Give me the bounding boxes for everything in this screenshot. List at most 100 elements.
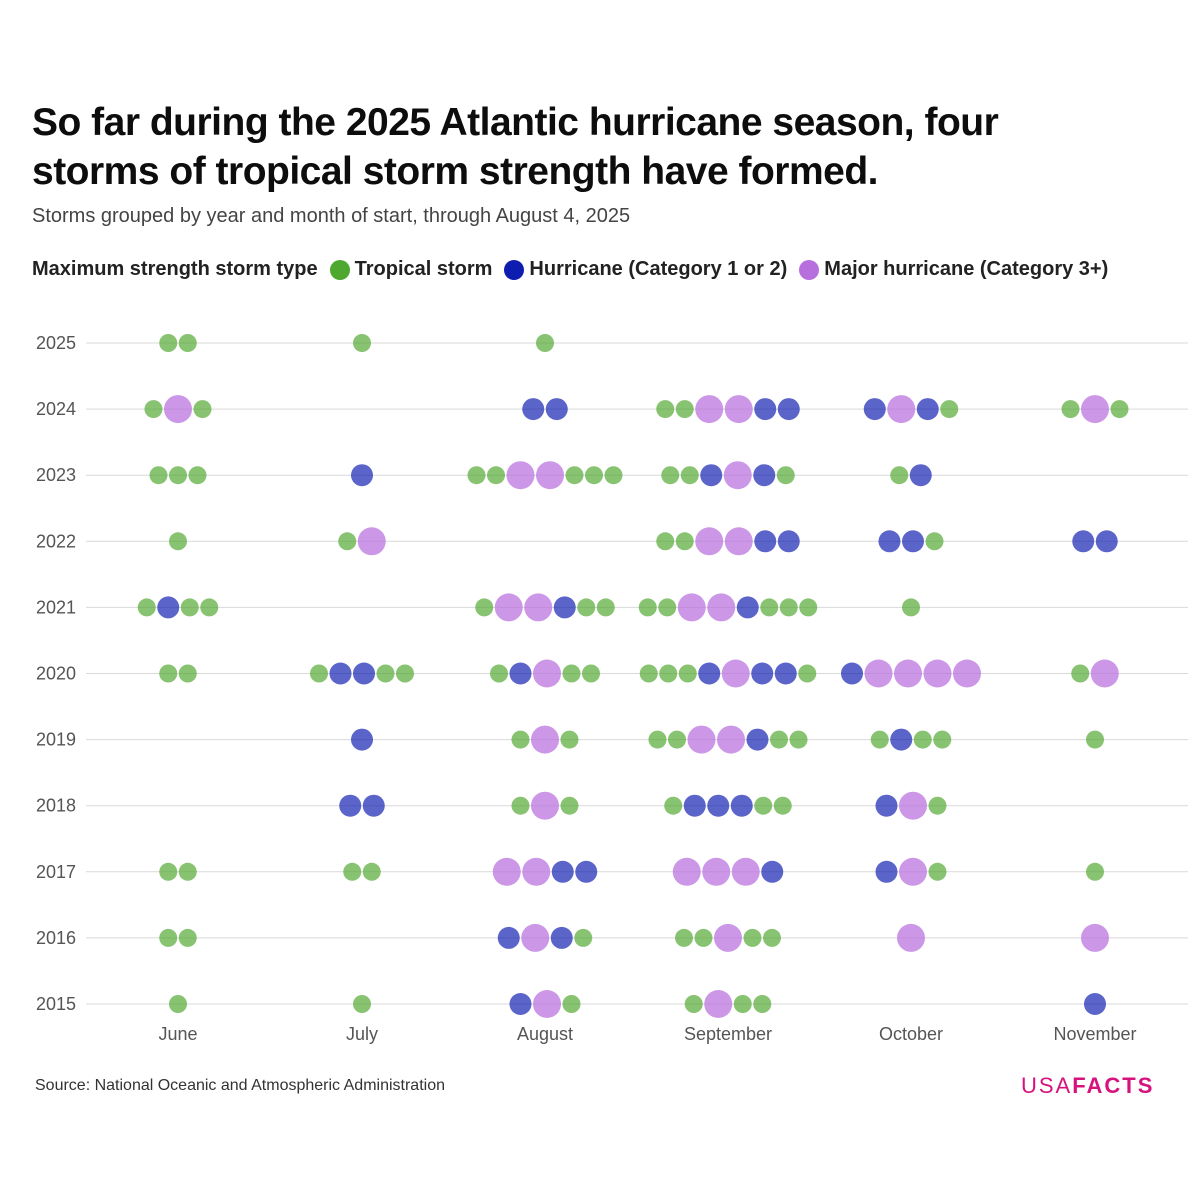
legend-label-hurricane: Hurricane (Category 1 or 2) [529,258,788,280]
storm-dot-major-hurricane [704,990,733,1018]
storm-dot-tropical-storm [675,532,694,551]
y-tick-label-2015: 2015 [36,994,76,1014]
storm-dot-hurricane [707,794,730,817]
storm-dot-tropical-storm [733,995,752,1013]
y-tick-label-2016: 2016 [36,928,76,948]
storm-dot-major-hurricane [536,461,564,490]
storm-dot-hurricane [351,728,373,751]
storm-dot-tropical-storm [675,928,693,947]
storm-dot-major-hurricane [695,395,724,424]
storm-dot-tropical-storm [776,466,795,485]
storm-dot-tropical-storm [770,730,788,749]
legend-item-major-hurricane: Major hurricane (Category 3+) [799,258,1108,281]
storm-dot-tropical-storm [596,598,615,617]
storm-dot-hurricane [875,860,898,883]
storm-dot-hurricane [551,860,574,883]
storm-dot-hurricane [1084,993,1106,1015]
storm-dot-tropical-storm [396,664,414,683]
logo-usa-text: USA [1021,1073,1073,1098]
storm-dot-hurricane [545,398,568,421]
x-tick-label-june: June [158,1024,197,1044]
storm-dot-tropical-storm [940,400,959,419]
storm-dot-tropical-storm [753,995,772,1013]
storm-dot-hurricane [841,662,863,685]
storm-dot-major-hurricane [724,395,753,424]
storm-dot-major-hurricane [506,461,535,490]
storm-dot-tropical-storm [574,928,593,947]
storm-dot-tropical-storm [763,928,781,947]
storm-dot-tropical-storm [779,598,798,617]
storm-dot-hurricane [902,530,924,553]
storm-dot-hurricane [575,860,598,883]
storm-dot-major-hurricane [672,857,701,886]
storm-dot-major-hurricane [492,857,521,886]
storm-dot-tropical-storm [487,466,505,485]
storm-dot-major-hurricane [702,857,731,886]
storm-dot-major-hurricane [357,527,386,556]
storm-dot-tropical-storm [604,466,623,485]
storm-dot-tropical-storm [144,400,163,419]
storm-dot-tropical-storm [193,400,212,419]
y-tick-label-2018: 2018 [36,796,76,816]
storm-dot-tropical-storm [789,730,808,749]
storm-dot-tropical-storm [353,995,371,1013]
storm-dot-major-hurricane [695,527,724,556]
storm-dot-tropical-storm [659,664,678,683]
storm-dot-hurricane [761,860,784,883]
legend-dot-hurricane [504,259,525,280]
storm-dot-hurricane [754,530,777,553]
storm-dot-tropical-storm [159,928,178,947]
logo-facts-text: FACTS [1072,1073,1155,1098]
storm-dot-tropical-storm [178,862,197,881]
storm-dot-hurricane [509,662,532,685]
storm-dot-tropical-storm [870,730,889,749]
storm-dot-major-hurricane [724,527,753,556]
storm-dot-tropical-storm [913,730,932,749]
storm-dot-hurricane [774,662,797,685]
source-note: Source: National Oceanic and Atmospheric… [35,1077,445,1094]
storm-dot-hurricane [909,464,932,487]
storm-dot-tropical-storm [684,995,703,1013]
storm-dot-tropical-storm [178,664,197,683]
storm-dot-hurricane [777,530,800,553]
legend-item-hurricane: Hurricane (Category 1 or 2) [504,258,787,281]
y-tick-label-2024: 2024 [36,399,76,419]
storm-dot-tropical-storm [678,664,697,683]
chart-subtitle: Storms grouped by year and month of star… [32,205,631,227]
storm-dot-tropical-storm [928,796,947,815]
storm-dot-tropical-storm [178,928,197,947]
storm-dot-tropical-storm [656,532,675,551]
storm-dot-hurricane [522,398,545,421]
y-tick-label-2020: 2020 [36,664,76,684]
legend-item-tropical-storm: Tropical storm [329,258,492,281]
x-tick-label-july: July [346,1024,378,1044]
storm-dot-tropical-storm [658,598,677,617]
storm-dot-tropical-storm [798,664,817,683]
storm-dot-tropical-storm [680,466,699,485]
storm-dot-hurricane [863,398,886,421]
storm-dot-major-hurricane [953,659,981,688]
x-tick-label-october: October [879,1024,943,1044]
storm-dot-tropical-storm [925,532,944,551]
y-tick-label-2023: 2023 [36,465,76,485]
storm-dot-tropical-storm [668,730,686,749]
legend-title: Maximum strength storm type [32,258,318,280]
storm-dot-hurricane [700,464,723,487]
x-tick-label-august: August [517,1024,573,1044]
storm-dot-tropical-storm [1086,862,1104,881]
storm-dot-tropical-storm [664,796,683,815]
storm-dot-hurricane [753,464,776,487]
storm-dot-tropical-storm [694,928,713,947]
storm-dot-tropical-storm [159,664,178,683]
storm-dot-major-hurricane [524,593,553,622]
storm-dot-major-hurricane [899,857,927,886]
storm-dot-tropical-storm [200,598,219,617]
storm-dot-tropical-storm [754,796,773,815]
storm-dot-tropical-storm [343,862,362,881]
storm-dot-hurricane [683,794,706,817]
storm-dot-hurricane [157,596,180,619]
storm-dot-tropical-storm [928,862,947,881]
storm-dot-tropical-storm [338,532,357,551]
storm-dot-tropical-storm [560,796,579,815]
storm-dot-hurricane [550,926,573,949]
